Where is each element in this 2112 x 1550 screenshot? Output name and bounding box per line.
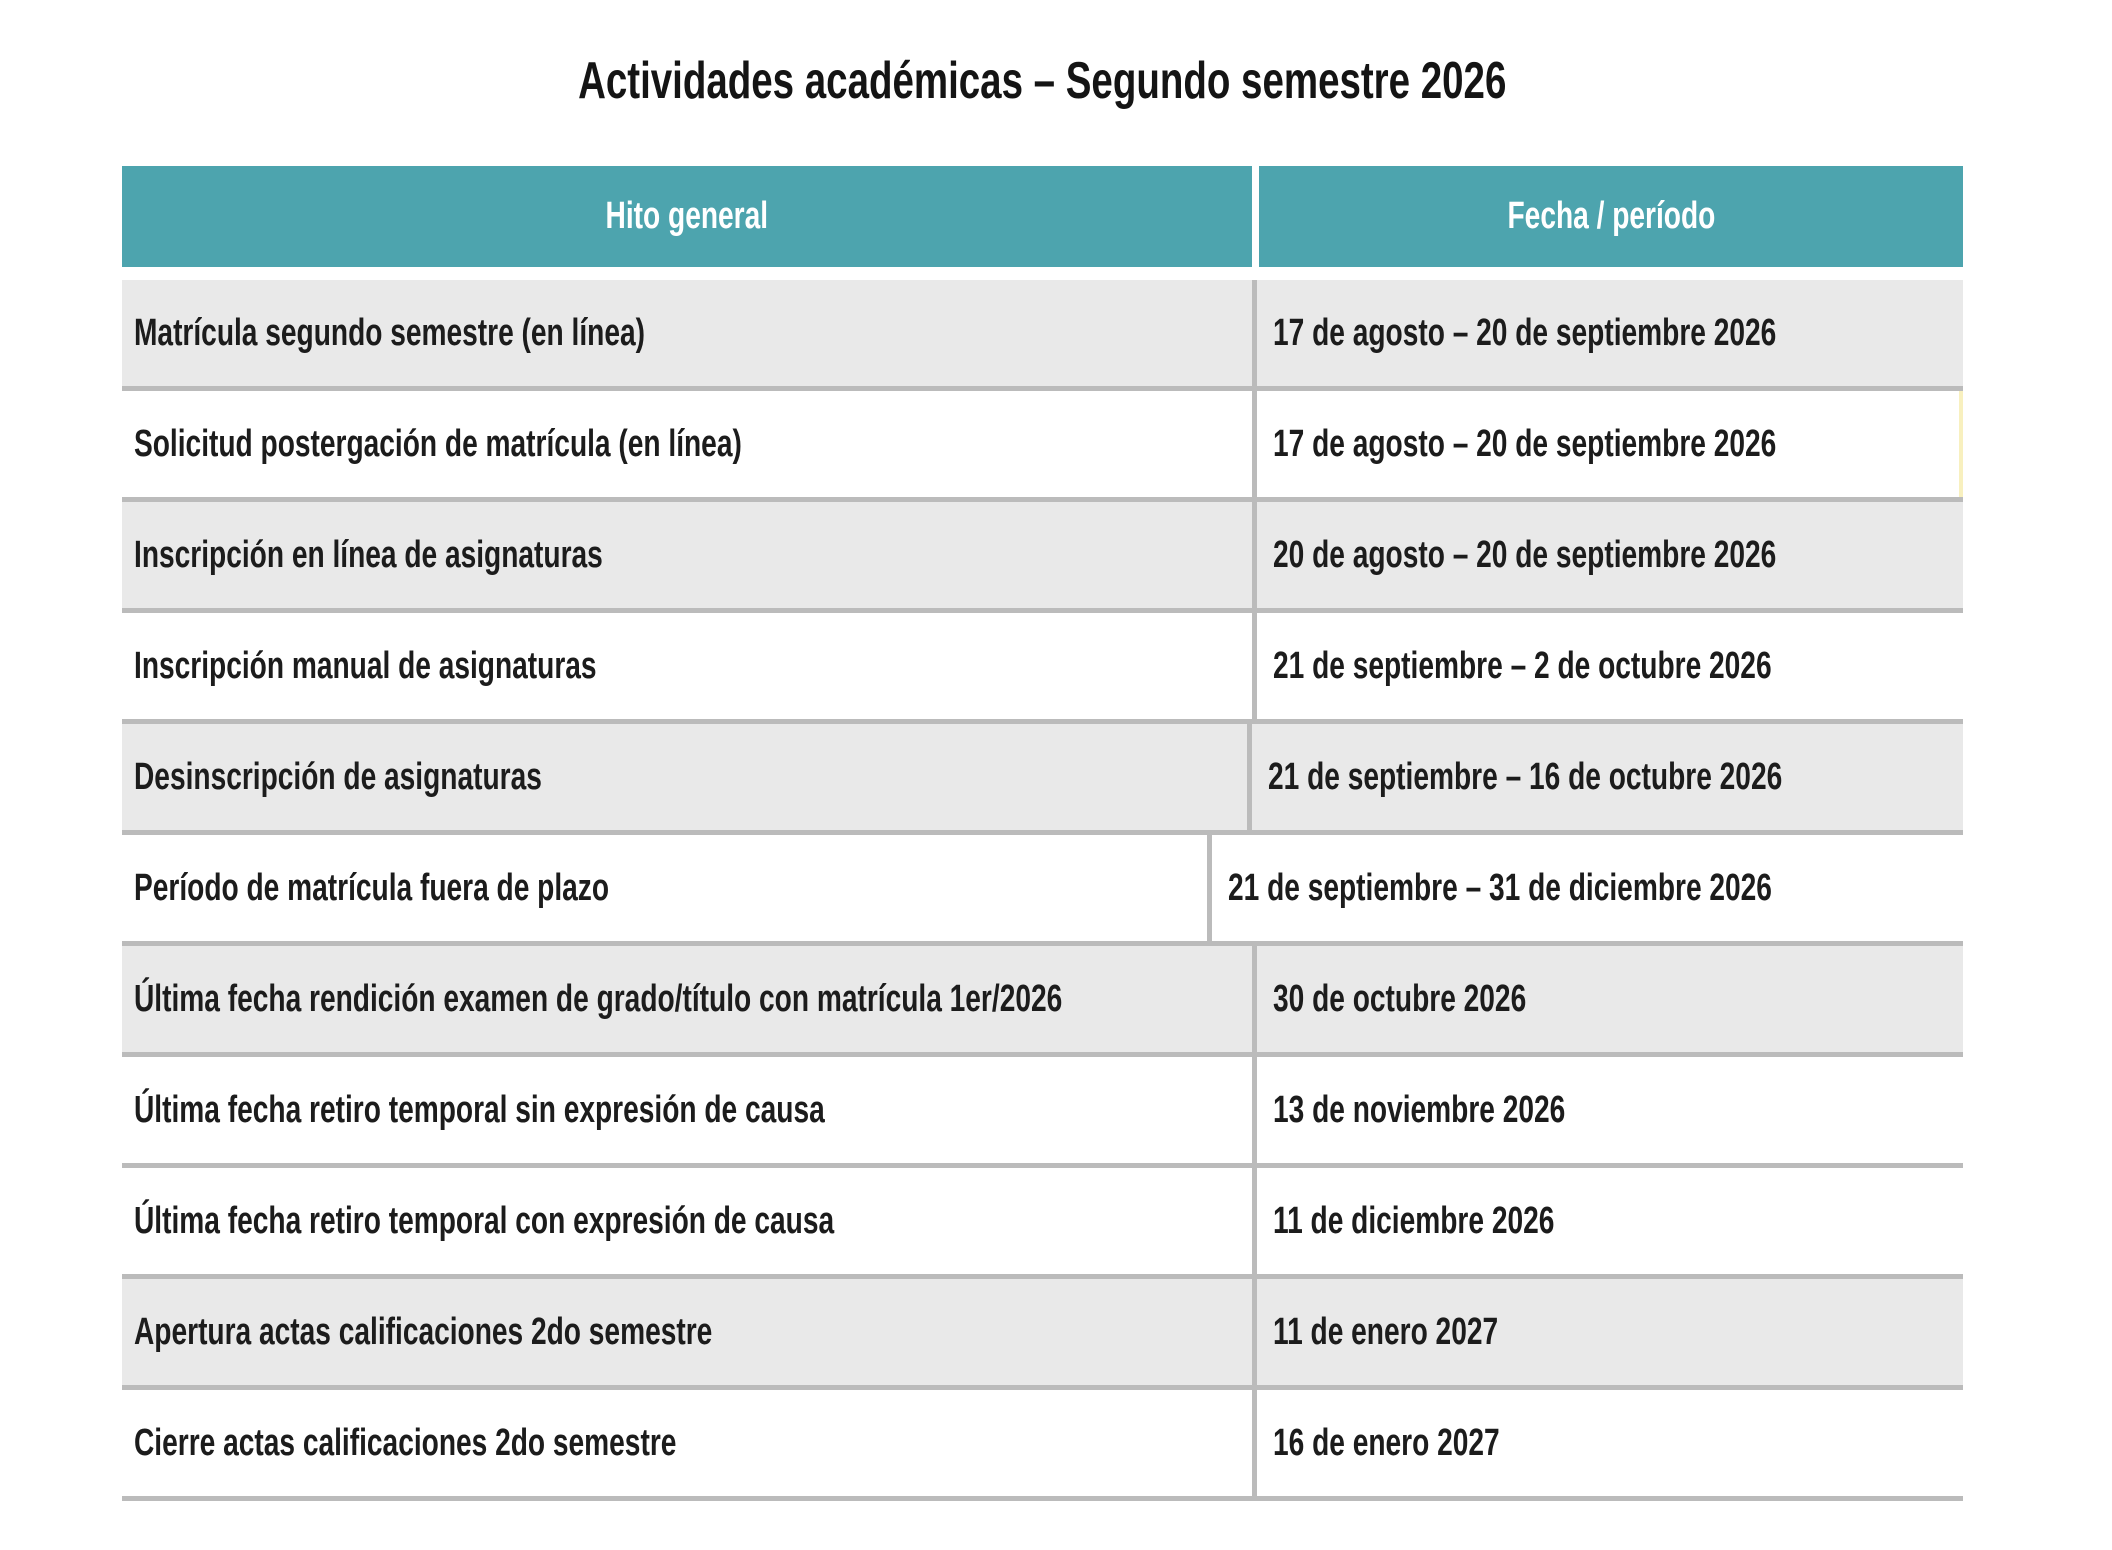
hito-text: Apertura actas calificaciones 2do semest…	[134, 1310, 713, 1353]
table-row: Última fecha retiro temporal con expresi…	[122, 1163, 1963, 1274]
hito-cell: Inscripción en línea de asignaturas	[122, 502, 1252, 608]
fecha-text: 11 de enero 2027	[1273, 1310, 1499, 1353]
table-row: Período de matrícula fuera de plazo 21 de…	[122, 830, 1963, 941]
fecha-text: 16 de enero 2027	[1273, 1421, 1500, 1464]
fecha-cell: 13 de noviembre 2026	[1252, 1057, 1963, 1163]
hito-text: Período de matrícula fuera de plazo	[134, 866, 610, 909]
hito-cell: Última fecha retiro temporal con expresi…	[122, 1168, 1252, 1274]
hito-text: Cierre actas calificaciones 2do semestre	[134, 1421, 677, 1464]
hito-text: Última fecha rendición examen de grado/t…	[134, 977, 1063, 1020]
page-title-text: Actividades académicas – Segundo semestr…	[578, 52, 1507, 110]
hito-text: Inscripción manual de asignaturas	[134, 644, 597, 687]
fecha-cell: 21 de septiembre – 16 de octubre 2026	[1247, 724, 1963, 830]
hito-cell: Última fecha rendición examen de grado/t…	[122, 946, 1252, 1052]
hito-text: Última fecha retiro temporal con expresi…	[134, 1199, 835, 1242]
hito-text: Solicitud postergación de matrícula (en …	[134, 422, 742, 465]
fecha-text: 20 de agosto – 20 de septiembre 2026	[1273, 533, 1777, 576]
fecha-text: 21 de septiembre – 2 de octubre 2026	[1273, 644, 1772, 687]
fecha-cell: 17 de agosto – 20 de septiembre 2026	[1252, 280, 1963, 386]
table-row: Última fecha rendición examen de grado/t…	[122, 941, 1963, 1052]
fecha-text: 11 de diciembre 2026	[1273, 1199, 1555, 1242]
fecha-text: 21 de septiembre – 31 de diciembre 2026	[1227, 866, 1772, 909]
hito-text: Inscripción en línea de asignaturas	[134, 533, 603, 576]
fecha-cell: 21 de septiembre – 2 de octubre 2026	[1252, 613, 1963, 719]
fecha-cell: 20 de agosto – 20 de septiembre 2026	[1252, 502, 1963, 608]
table-body: Matrícula segundo semestre (en línea) 17 …	[122, 280, 1963, 1501]
hito-text: Última fecha retiro temporal sin expresi…	[134, 1088, 825, 1131]
hito-cell: Apertura actas calificaciones 2do semest…	[122, 1279, 1252, 1385]
fecha-text: 13 de noviembre 2026	[1273, 1088, 1566, 1131]
hito-text: Desinscripción de asignaturas	[134, 755, 542, 798]
academic-activities-table: Hito general Fecha / período Matrícula s…	[122, 166, 1963, 1501]
hito-text: Matrícula segundo semestre (en línea)	[134, 311, 645, 354]
column-header-hito-label: Hito general	[605, 195, 769, 237]
table-header-row: Hito general Fecha / período	[122, 166, 1963, 267]
fecha-cell: 30 de octubre 2026	[1252, 946, 1963, 1052]
fecha-cell: 17 de agosto – 20 de septiembre 2026	[1252, 391, 1963, 497]
table-row: Solicitud postergación de matrícula (en …	[122, 386, 1963, 497]
fecha-cell: 21 de septiembre – 31 de diciembre 2026	[1206, 835, 1963, 941]
table-row: Cierre actas calificaciones 2do semestre…	[122, 1385, 1963, 1496]
hito-cell: Inscripción manual de asignaturas	[122, 613, 1252, 719]
table-row: Matrícula segundo semestre (en línea) 17 …	[122, 280, 1963, 386]
table-row: Apertura actas calificaciones 2do semest…	[122, 1274, 1963, 1385]
fecha-cell: 16 de enero 2027	[1252, 1390, 1963, 1496]
fecha-cell: 11 de enero 2027	[1252, 1279, 1963, 1385]
fecha-text: 30 de octubre 2026	[1273, 977, 1527, 1020]
column-header-hito: Hito general	[122, 166, 1252, 267]
hito-cell: Período de matrícula fuera de plazo	[122, 835, 1207, 941]
table-row: Inscripción manual de asignaturas 21 de s…	[122, 608, 1963, 719]
table-row: Desinscripción de asignaturas 21 de septi…	[122, 719, 1963, 830]
hito-cell: Desinscripción de asignaturas	[122, 724, 1247, 830]
column-header-fecha: Fecha / período	[1259, 166, 1963, 267]
column-header-fecha-label: Fecha / período	[1507, 195, 1715, 237]
hito-cell: Cierre actas calificaciones 2do semestre	[122, 1390, 1252, 1496]
hito-cell: Matrícula segundo semestre (en línea)	[122, 280, 1252, 386]
hito-cell: Solicitud postergación de matrícula (en …	[122, 391, 1252, 497]
fecha-cell: 11 de diciembre 2026	[1252, 1168, 1963, 1274]
fecha-text: 17 de agosto – 20 de septiembre 2026	[1273, 422, 1777, 465]
fecha-text: 21 de septiembre – 16 de octubre 2026	[1268, 755, 1783, 798]
table-row: Última fecha retiro temporal sin expresi…	[122, 1052, 1963, 1163]
hito-cell: Última fecha retiro temporal sin expresi…	[122, 1057, 1252, 1163]
table-row: Inscripción en línea de asignaturas 20 de…	[122, 497, 1963, 608]
fecha-text: 17 de agosto – 20 de septiembre 2026	[1273, 311, 1777, 354]
page-title: Actividades académicas – Segundo semestr…	[122, 46, 1963, 116]
